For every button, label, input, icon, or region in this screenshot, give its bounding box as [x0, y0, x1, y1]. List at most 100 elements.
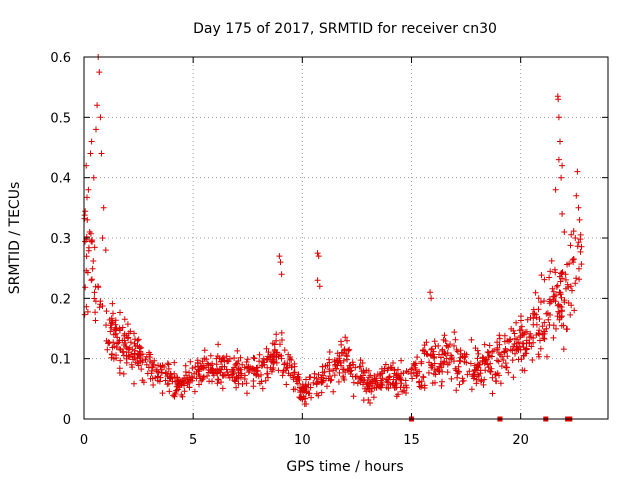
data-point [510, 374, 517, 381]
data-point [247, 364, 254, 371]
x-tick-label: 10 [294, 433, 311, 448]
data-point [576, 265, 582, 272]
data-point [290, 374, 297, 381]
data-point [360, 377, 367, 384]
data-point [367, 379, 374, 386]
data-point [336, 369, 343, 376]
data-point [127, 328, 134, 335]
data-point [397, 376, 404, 382]
data-point [530, 306, 537, 313]
data-point [203, 356, 210, 363]
data-point [110, 310, 116, 317]
data-point [541, 298, 547, 304]
data-point [548, 257, 555, 264]
data-point [477, 378, 484, 385]
data-point [214, 353, 221, 360]
data-point [287, 354, 294, 360]
data-point [84, 216, 91, 223]
data-point [537, 299, 544, 306]
data-point [573, 192, 580, 199]
data-point [110, 339, 117, 346]
data-point [315, 253, 322, 260]
data-point [199, 358, 206, 365]
data-point [519, 340, 526, 347]
data-point [318, 376, 325, 383]
data-point [451, 342, 457, 349]
data-point [81, 212, 88, 219]
data-point [377, 372, 383, 379]
data-point [326, 349, 333, 355]
data-point [562, 276, 569, 283]
data-point [475, 350, 482, 357]
data-point [326, 356, 333, 363]
data-point [557, 303, 563, 310]
data-point [276, 253, 283, 260]
data-point [260, 359, 267, 366]
data-point [87, 150, 94, 157]
data-point [551, 293, 558, 300]
data-point [265, 349, 272, 356]
data-point [363, 367, 370, 374]
data-point [120, 348, 127, 355]
data-point [492, 371, 499, 378]
data-point [96, 304, 103, 311]
data-point [567, 283, 574, 290]
data-point [326, 373, 333, 380]
data-point [243, 380, 250, 387]
data-point [214, 366, 220, 373]
data-point [208, 367, 215, 373]
data-point [83, 253, 90, 260]
data-point [484, 349, 491, 355]
data-point [385, 379, 392, 386]
data-point [558, 307, 565, 314]
data-point [464, 371, 471, 378]
data-point [378, 379, 385, 386]
data-point [444, 350, 451, 356]
data-point [471, 367, 478, 374]
data-point [535, 351, 542, 358]
grid [84, 57, 608, 419]
data-point [259, 385, 266, 392]
data-point [175, 386, 181, 393]
data-point [98, 150, 105, 157]
data-point [233, 373, 240, 380]
data-point [226, 374, 233, 381]
data-point [370, 394, 377, 401]
data-point [431, 338, 438, 345]
data-point [246, 367, 253, 374]
data-point [271, 353, 278, 360]
data-point [497, 380, 504, 387]
data-point [93, 126, 99, 133]
data-point [512, 335, 518, 342]
data-point [277, 259, 284, 266]
data-point [508, 325, 515, 332]
data-point [559, 210, 566, 217]
data-point [88, 276, 95, 283]
data-point [84, 194, 90, 201]
data-point [306, 374, 313, 381]
data-point [109, 319, 116, 326]
data-point [125, 353, 132, 360]
data-point [529, 357, 536, 363]
data-point [485, 364, 492, 371]
data-point [509, 357, 516, 364]
data-point [154, 373, 161, 380]
data-point [262, 377, 269, 384]
data-point [124, 335, 131, 342]
data-point [569, 287, 575, 294]
data-point [511, 341, 518, 347]
data-point [291, 369, 298, 376]
data-point [523, 328, 530, 335]
data-point [412, 364, 419, 371]
data-point [237, 374, 244, 381]
data-point [96, 69, 103, 76]
data-point [281, 361, 288, 368]
data-point [474, 355, 481, 362]
data-point [250, 383, 257, 390]
data-point [515, 356, 522, 363]
data-point [470, 371, 477, 378]
data-point [268, 368, 275, 375]
data-point [539, 323, 546, 330]
data-point [423, 339, 430, 346]
data-point [578, 261, 585, 268]
